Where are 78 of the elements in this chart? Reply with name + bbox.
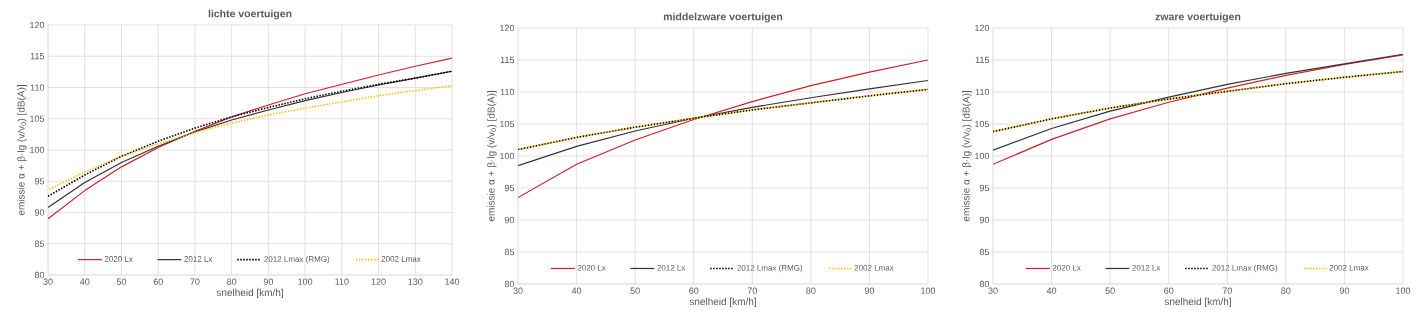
x-tick-label: 90: [263, 278, 274, 285]
x-tick-label: 40: [1046, 287, 1057, 294]
x-tick-label: 80: [1281, 287, 1291, 294]
x-tick-label: 50: [116, 278, 127, 285]
x-tick-label: 60: [1164, 287, 1174, 294]
legend-label: 2020 Lx: [577, 264, 606, 271]
line-series: [518, 88, 928, 151]
y-tick-label: 85: [979, 248, 990, 256]
y-tick-label: 90: [504, 216, 515, 224]
chart-title: middelzware voertuigen: [663, 12, 783, 23]
y-tick-label: 115: [30, 53, 45, 60]
x-tick-label: 60: [689, 287, 699, 294]
legend-label: 2002 Lmax: [854, 264, 894, 271]
y-tick-label: 115: [500, 56, 515, 64]
y-axis-title: emissie α + β·lg (v/v$_{0}$) [dB(A)]: [962, 91, 972, 222]
x-tick-label: 30: [43, 278, 53, 285]
y-tick-label: 90: [34, 209, 45, 216]
legend-label: 2020 Lx: [1052, 264, 1081, 271]
y-tick-label: 100: [500, 152, 515, 160]
legend-label: 2020 Lx: [104, 256, 133, 262]
x-tick-label: 130: [408, 278, 423, 285]
chart-title: zware voertuigen: [1155, 12, 1241, 23]
y-tick-label: 115: [975, 56, 990, 64]
x-tick-label: 60: [153, 278, 163, 285]
y-tick-label: 105: [30, 115, 45, 122]
x-tick-label: 90: [1339, 287, 1350, 294]
x-tick-label: 80: [806, 287, 816, 294]
y-tick-label: 120: [500, 24, 515, 32]
y-tick-label: 95: [504, 184, 515, 192]
legend-label: 2002 Lmax: [1329, 264, 1369, 271]
y-tick-label: 120: [30, 21, 45, 29]
x-tick-label: 90: [864, 287, 875, 294]
x-tick-label: 110: [335, 278, 349, 285]
x-tick-label: 140: [445, 278, 460, 285]
y-tick-label: 95: [979, 184, 990, 192]
x-tick-label: 70: [190, 278, 200, 285]
x-tick-label: 30: [513, 287, 523, 294]
y-tick-label: 90: [979, 216, 990, 224]
x-tick-label: 100: [298, 278, 313, 285]
x-tick-label: 100: [921, 287, 936, 294]
y-tick-label: 110: [30, 84, 45, 91]
x-axis-title: snelheid [km/h]: [1164, 297, 1231, 308]
x-tick-label: 80: [227, 278, 237, 285]
legend-label: 2012 Lmax (RMG): [264, 255, 330, 264]
y-tick-label: 105: [500, 120, 515, 128]
legend-label: 2012 Lmax (RMG): [1212, 264, 1278, 273]
line-series: [993, 70, 1403, 133]
legend-label: 2012 Lx: [184, 256, 213, 262]
y-axis-title: emissie α + β·lg (v/v$_{0}$) [dB(A)]: [487, 91, 497, 222]
x-axis-title: snelheid [km/h]: [689, 297, 756, 308]
y-tick-label: 95: [34, 178, 45, 185]
x-tick-label: 30: [988, 287, 998, 294]
y-tick-label: 110: [975, 88, 990, 96]
line-series: [518, 79, 928, 167]
x-tick-label: 120: [371, 278, 386, 285]
legend-label: 2012 Lx: [657, 264, 686, 271]
legend-label: 2012 Lmax (RMG): [737, 264, 803, 273]
x-tick-label: 70: [1222, 287, 1232, 294]
y-tick-label: 80: [34, 271, 45, 279]
x-tick-label: 70: [747, 287, 757, 294]
x-tick-label: 100: [1396, 287, 1411, 294]
y-tick-label: 120: [975, 24, 990, 32]
y-tick-label: 100: [975, 152, 990, 160]
x-tick-label: 40: [79, 278, 90, 285]
x-axis-title: snelheid [km/h]: [216, 288, 283, 299]
y-tick-label: 85: [504, 248, 515, 256]
legend-label: 2002 Lmax: [381, 256, 421, 262]
y-axis-title: emissie α + β·lg (v/v$_{0}$) [dB(A)]: [17, 85, 27, 216]
x-tick-label: 40: [571, 287, 582, 294]
line-series: [518, 59, 928, 199]
y-tick-label: 100: [30, 146, 45, 154]
x-tick-label: 50: [630, 287, 640, 294]
x-tick-label: 50: [1105, 287, 1115, 294]
legend-label: 2012 Lx: [1132, 264, 1161, 271]
chart-title: lichte voertuigen: [208, 9, 292, 20]
y-tick-label: 105: [975, 120, 990, 128]
y-tick-label: 110: [500, 88, 515, 96]
y-tick-label: 85: [34, 240, 45, 247]
